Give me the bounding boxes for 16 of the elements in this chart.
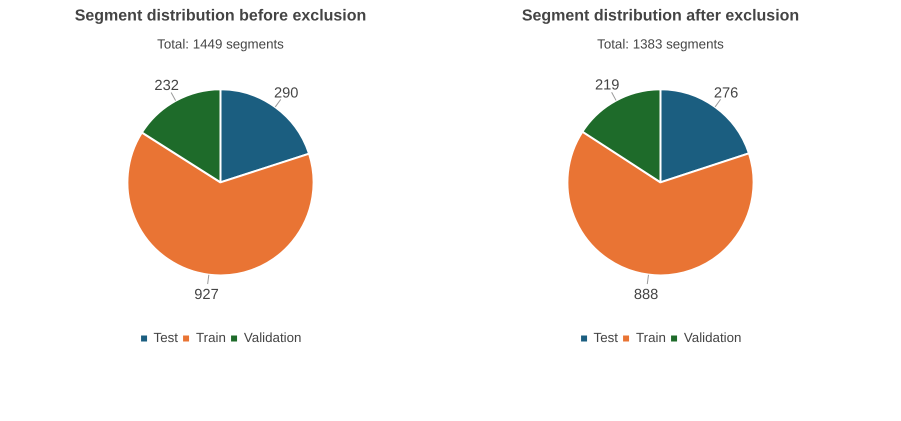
chart-subtitle: Total: 1383 segments <box>597 36 724 52</box>
legend-label: Test <box>154 330 178 345</box>
data-label: 888 <box>634 286 658 303</box>
chart-subtitle: Total: 1449 segments <box>157 36 284 52</box>
chart-title: Segment distribution before exclusion <box>74 8 366 24</box>
legend-label: Train <box>636 330 666 345</box>
data-label: 232 <box>154 78 179 94</box>
data-label: 276 <box>714 85 738 102</box>
data-label: 290 <box>274 85 298 102</box>
legend-label: Train <box>196 330 226 345</box>
legend-label: Test <box>594 330 618 345</box>
legend-label: Validation <box>244 330 302 345</box>
data-label: 927 <box>194 286 219 303</box>
chart-title: Segment distribution after exclusion <box>522 8 800 24</box>
legend-label: Validation <box>684 330 742 345</box>
data-label: 219 <box>594 78 620 94</box>
